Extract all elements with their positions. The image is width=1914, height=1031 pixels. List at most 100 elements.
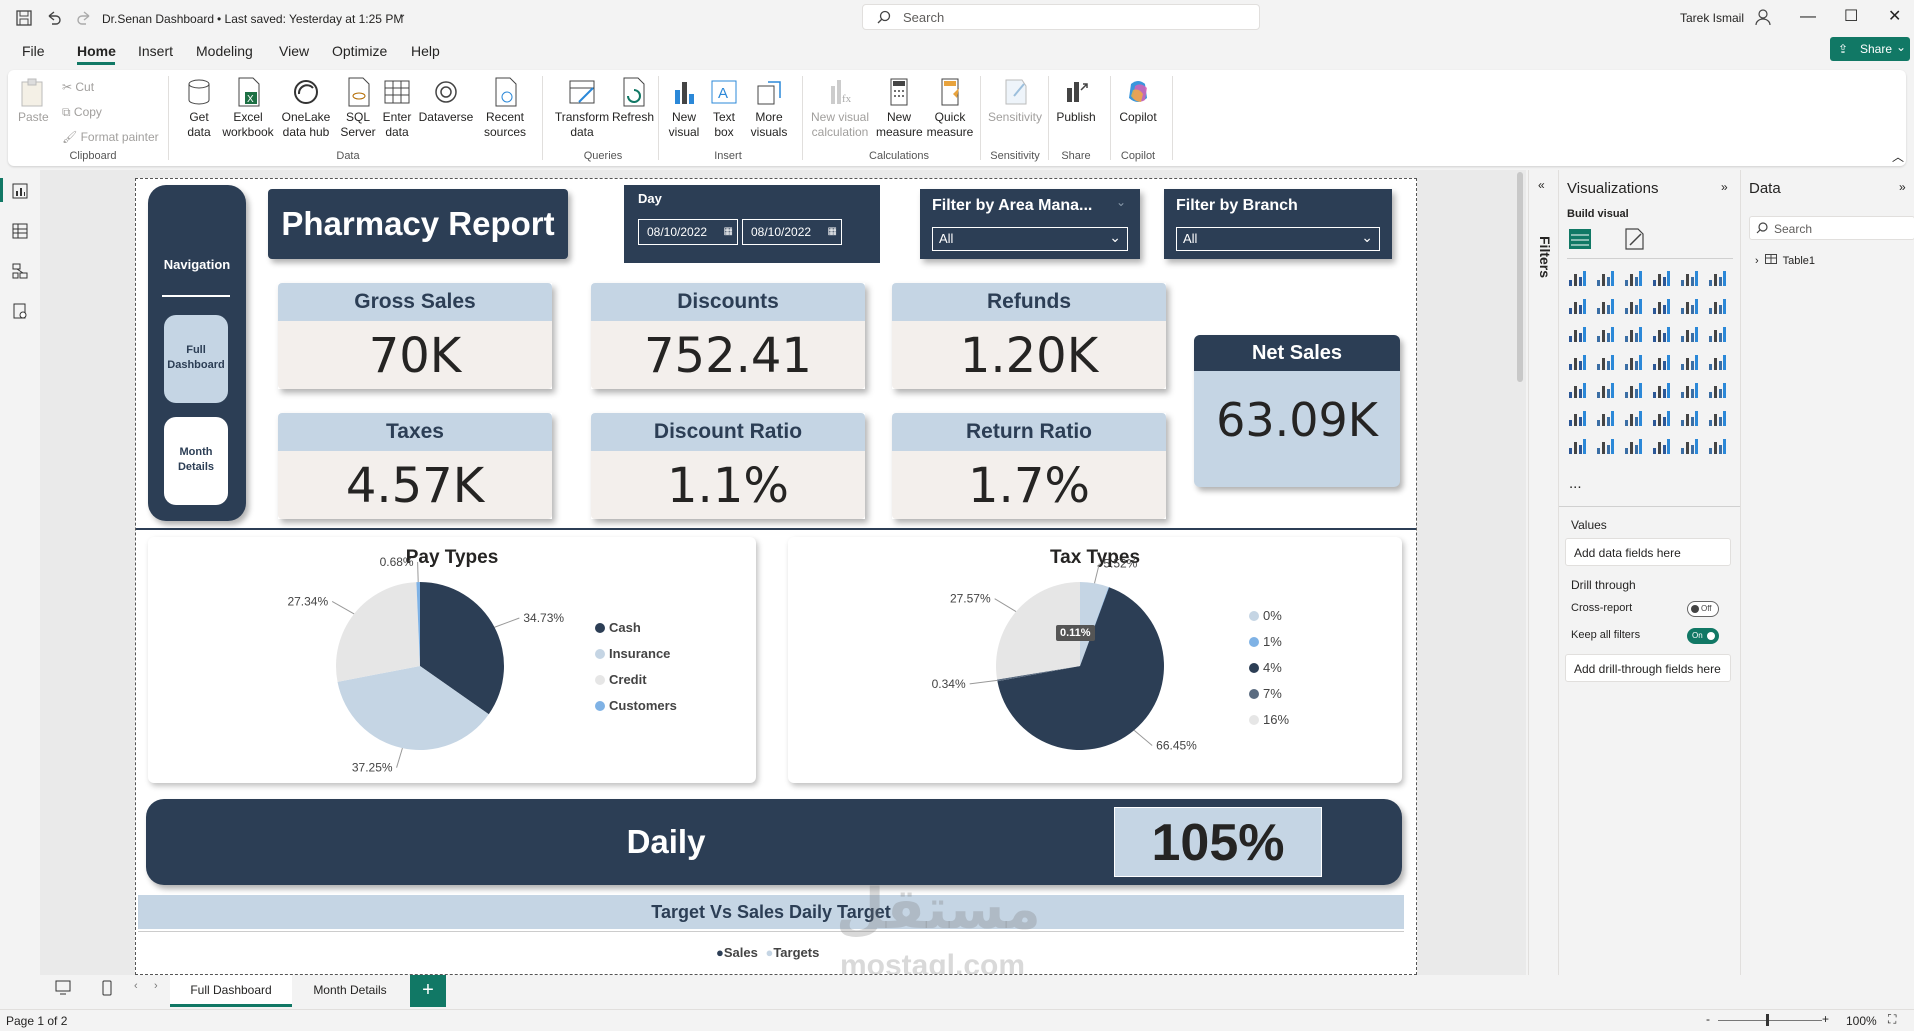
onelake-button[interactable]: OneLake data hub xyxy=(276,76,336,140)
scatter-icon[interactable] xyxy=(1651,324,1671,344)
power-apps-icon[interactable] xyxy=(1595,436,1615,456)
keep-filters-toggle[interactable]: On xyxy=(1687,628,1719,644)
key-influencers-icon[interactable] xyxy=(1595,408,1615,428)
zoom-slider-thumb[interactable] xyxy=(1766,1014,1769,1026)
pie-icon[interactable] xyxy=(1679,324,1699,344)
cross-report-toggle[interactable]: Off xyxy=(1687,601,1719,617)
minimize-icon[interactable]: — xyxy=(1800,8,1816,25)
line-cluster-icon[interactable] xyxy=(1707,296,1727,316)
branch-filter[interactable]: Filter by Branch All ⌄ xyxy=(1164,189,1392,259)
more-visuals-ellipsis[interactable]: ... xyxy=(1569,475,1582,492)
treemap-icon[interactable] xyxy=(1567,352,1587,372)
filters-pane-collapsed[interactable]: « Filters xyxy=(1528,170,1558,1010)
drill-through-drop-zone[interactable]: Add drill-through fields here xyxy=(1565,654,1731,682)
chevron-left-icon[interactable]: « xyxy=(1538,178,1545,192)
tax-types-chart[interactable]: Tax Types 5.52% 66.45% 0.34% 27.57% 0% 1% 4% 7%… xyxy=(788,537,1402,783)
stacked-area-icon[interactable] xyxy=(1623,296,1643,316)
cut-button[interactable]: ✂ Cut xyxy=(62,80,94,94)
page-tab-full-dashboard[interactable]: Full Dashboard xyxy=(170,975,292,1007)
kpi-icon[interactable] xyxy=(1595,380,1615,400)
new-visual-button[interactable]: New visual xyxy=(666,76,702,140)
pie-slice-0[interactable] xyxy=(1080,582,1109,666)
matrix-icon[interactable] xyxy=(1679,380,1699,400)
pie-slice-customers[interactable] xyxy=(416,582,420,666)
python-visual-icon[interactable] xyxy=(1567,408,1587,428)
slicer-icon[interactable] xyxy=(1623,380,1643,400)
publish-button[interactable]: Publish xyxy=(1054,76,1098,125)
chevron-right-icon[interactable]: › xyxy=(154,980,158,992)
tab-optimize[interactable]: Optimize xyxy=(332,43,388,59)
ribbon-icon[interactable] xyxy=(1567,324,1587,344)
save-icon[interactable] xyxy=(16,10,32,26)
model-view-icon[interactable] xyxy=(11,262,29,280)
share-button[interactable]: ⇪ Share ⌄ xyxy=(1830,37,1910,61)
chevron-right-icon[interactable]: » xyxy=(1899,180,1906,194)
format-painter-button[interactable]: 🖌 Format painter xyxy=(62,130,159,144)
card-icon[interactable] xyxy=(1707,352,1727,372)
transform-data-button[interactable]: Transform data xyxy=(548,76,616,140)
stacked-bar-icon[interactable] xyxy=(1567,268,1587,288)
mobile-layout-icon[interactable] xyxy=(98,979,116,997)
azure-map-icon[interactable] xyxy=(1651,352,1671,372)
add-page-button[interactable]: + xyxy=(410,975,446,1007)
get-data-button[interactable]: Get data xyxy=(176,76,222,140)
undo-icon[interactable] xyxy=(46,10,62,26)
report-view-icon[interactable] xyxy=(11,182,29,200)
zoom-out-icon[interactable]: - xyxy=(1706,1012,1710,1026)
qa-icon[interactable] xyxy=(1651,408,1671,428)
custom-c-icon[interactable] xyxy=(1707,436,1727,456)
date-from-input[interactable]: 08/10/2022 ▦ xyxy=(638,219,738,245)
table-icon[interactable] xyxy=(1651,380,1671,400)
sensitivity-button[interactable]: Sensitivity xyxy=(986,76,1044,125)
dataverse-button[interactable]: Dataverse xyxy=(418,76,474,125)
new-measure-button[interactable]: New measure xyxy=(876,76,923,140)
filled-map-icon[interactable] xyxy=(1623,352,1643,372)
refresh-button[interactable]: Refresh xyxy=(610,76,656,125)
chevron-left-icon[interactable]: ‹ xyxy=(134,980,138,992)
file-menu[interactable]: File xyxy=(22,43,45,59)
tab-help[interactable]: Help xyxy=(411,43,440,59)
user-avatar-icon[interactable] xyxy=(1754,8,1772,26)
area-manager-filter[interactable]: Filter by Area Mana... ⌄ All ⌄ xyxy=(920,189,1140,259)
multi-card-icon[interactable] xyxy=(1567,380,1587,400)
new-visual-calculation-button[interactable]: fx New visual calculation xyxy=(808,76,872,140)
paste-button[interactable]: Paste xyxy=(18,76,49,125)
power-automate-icon[interactable] xyxy=(1623,436,1643,456)
decomposition-icon[interactable] xyxy=(1623,408,1643,428)
sql-server-button[interactable]: SQL Server xyxy=(338,76,378,140)
copilot-button[interactable]: Copilot xyxy=(1116,76,1160,125)
tab-insert[interactable]: Insert xyxy=(138,43,174,59)
data-search-input[interactable]: Search xyxy=(1749,216,1914,240)
fit-to-page-icon[interactable]: ⛶ xyxy=(1888,1012,1897,1026)
area-filter-dropdown[interactable]: All ⌄ xyxy=(932,227,1128,251)
scrollbar-thumb[interactable] xyxy=(1517,172,1523,382)
day-slicer[interactable]: Day 08/10/2022 ▦ 08/10/2022 ▦ xyxy=(624,185,880,263)
donut-icon[interactable] xyxy=(1707,324,1727,344)
pie-slice-4[interactable] xyxy=(997,587,1164,750)
pie-slice-cash[interactable] xyxy=(420,582,504,715)
desktop-layout-icon[interactable] xyxy=(54,979,72,997)
waterfall-icon[interactable] xyxy=(1595,324,1615,344)
line-column-icon[interactable] xyxy=(1679,296,1699,316)
pie-slice-credit[interactable] xyxy=(336,582,420,682)
copy-button[interactable]: ⧉ Copy xyxy=(62,105,102,120)
r-visual-icon[interactable] xyxy=(1707,380,1727,400)
table-view-icon[interactable] xyxy=(11,222,29,240)
close-icon[interactable]: ✕ xyxy=(1888,8,1902,25)
100-bar-icon[interactable] xyxy=(1679,268,1699,288)
pie-slice-7[interactable] xyxy=(997,666,1080,682)
area-icon[interactable] xyxy=(1595,296,1615,316)
collapse-ribbon-icon[interactable]: ︿ xyxy=(1892,150,1905,164)
gauge-icon[interactable] xyxy=(1679,352,1699,372)
excel-workbook-button[interactable]: X Excel workbook xyxy=(218,76,278,140)
month-details-nav-button[interactable]: Month Details xyxy=(164,417,228,505)
branch-filter-dropdown[interactable]: All ⌄ xyxy=(1176,227,1380,251)
tab-home[interactable]: Home xyxy=(77,43,116,59)
maximize-icon[interactable]: ☐ xyxy=(1844,8,1859,25)
chevron-right-icon[interactable]: » xyxy=(1721,180,1728,194)
pie-slice-insurance[interactable] xyxy=(337,666,489,750)
clustered-bar-icon[interactable] xyxy=(1623,268,1643,288)
100-area-icon[interactable] xyxy=(1651,296,1671,316)
tab-modeling[interactable]: Modeling xyxy=(196,43,253,59)
build-visual-icon[interactable] xyxy=(1567,226,1593,252)
